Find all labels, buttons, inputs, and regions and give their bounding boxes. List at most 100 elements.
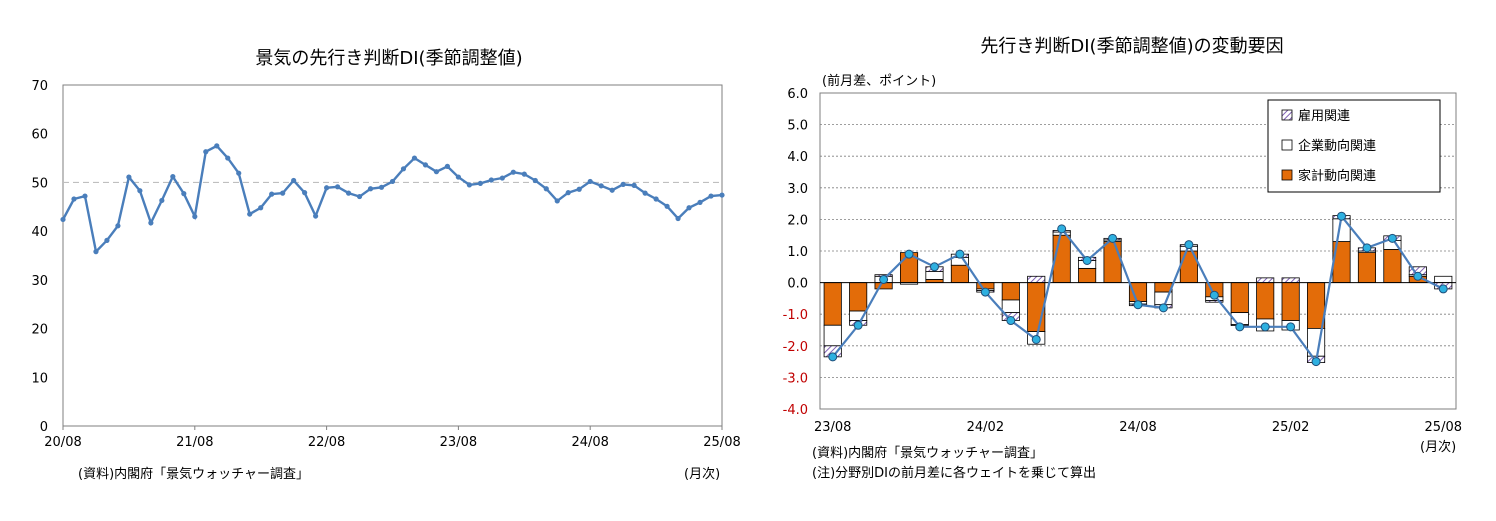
bar-segment [925,271,944,280]
right-total-point [1362,243,1372,253]
bar-segment [1205,300,1224,303]
bar-segment [1434,275,1453,283]
left-data-point [214,143,220,149]
right-y-tick-label: -3.0 [783,371,808,386]
left-data-point [378,184,385,190]
left-data-point [697,199,703,206]
right-source-note: (資料)内閣府「景気ウォッチャー調査」 [812,445,1043,461]
left-data-point [466,182,472,188]
left-data-point [115,223,121,229]
left-y-tick-label: 0 [40,420,48,435]
right-total-point [1387,233,1397,243]
left-data-point [280,190,286,196]
left-chart-title: 景気の先行き判断DI(季節調整値) [255,48,522,69]
right-y-axis: -4.0 -3.0 -2.0 -1.0 0.0 1.0 2.0 3.0 4.0 5.0 6.0 [783,87,808,418]
right-total-point [1082,255,1092,265]
right-total-point [879,274,889,284]
right-total-point [1438,284,1448,294]
bar-segment [849,282,868,312]
right-x-tick-label: 24/02 [967,420,1004,435]
left-data-point [269,191,275,197]
right-x-axis: 23/08 24/02 24/08 25/02 25/08 [814,420,1462,435]
bar-segment [1001,299,1020,314]
left-data-point [334,184,341,190]
right-total-point [1057,224,1067,234]
left-data-point [719,192,725,198]
left-data-point [104,237,110,243]
legend-label-corporate: 企業動向関連 [1298,138,1376,154]
left-data-point [60,216,66,223]
left-plot-area [62,84,723,427]
left-y-tick-label: 20 [31,323,48,338]
left-x-tick-label: 22/08 [308,435,345,450]
left-data-point [521,171,527,177]
right-total-point [853,320,863,330]
left-x-tick-label: 25/08 [703,435,740,450]
right-total-point [1158,303,1168,313]
left-y-tick-label: 10 [31,371,48,386]
right-y-tick-label: 5.0 [787,119,808,134]
left-data-point [422,162,429,168]
bar-segment [1383,249,1402,283]
right-y-tick-label: 6.0 [787,87,808,102]
right-total-point [929,262,939,272]
left-data-point [181,191,187,197]
left-y-tick-label: 60 [31,128,48,143]
left-data-point [400,166,407,172]
right-total-point [828,352,838,362]
right-total-point [904,249,914,259]
left-data-point [302,190,308,196]
right-total-point [1260,322,1270,332]
right-total-point [1311,357,1321,367]
left-data-point [192,213,198,220]
left-data-point [247,211,253,217]
left-data-point [631,182,637,188]
legend-swatch-corporate [1281,139,1293,151]
left-data-point [532,177,538,184]
right-x-tick-label: 25/02 [1272,420,1309,435]
legend-swatch-household [1281,169,1293,181]
left-data-point [565,190,571,196]
left-unit-note: (月次) [684,466,720,482]
left-data-point [675,215,681,222]
left-series-markers [60,143,725,255]
right-total-point [980,287,990,297]
right-unit-note: (月次) [1420,439,1456,455]
left-data-point [126,174,132,180]
left-data-point [543,186,549,192]
left-data-point [653,196,659,202]
right-y-tick-label: -2.0 [783,340,808,355]
bar-segment [1256,277,1275,283]
bar-segment [1281,282,1300,321]
left-data-point [488,177,494,183]
left-data-point [137,188,143,194]
right-chart-title: 先行き判断DI(季節調整値)の変動要因 [980,36,1283,57]
bar-segment [1256,282,1275,320]
left-data-point [148,220,154,226]
left-data-point [642,190,648,196]
left-source-note: (資料)内閣府「景気ウォッチャー調査」 [78,466,309,482]
right-legend: 雇用関連 企業動向関連 家計動向関連 [1267,99,1441,193]
right-total-point [1413,271,1423,281]
left-data-point [499,175,505,181]
left-data-point [71,196,77,202]
right-total-point [1108,233,1118,243]
left-data-point [455,174,461,180]
right-y-tick-label: 1.0 [787,245,808,260]
left-x-tick-label: 23/08 [440,435,477,450]
right-total-point [1006,316,1016,326]
left-y-tick-label: 70 [31,79,48,94]
left-x-tick-label: 21/08 [176,435,213,450]
right-x-tick-label: 25/08 [1425,420,1462,435]
left-x-axis: 20/08 21/08 22/08 23/08 24/08 25/08 [44,426,741,450]
bar-segment [823,282,842,326]
right-y-tick-label: 2.0 [787,213,808,228]
right-y-tick-label: 4.0 [787,150,808,165]
left-data-point [356,193,363,200]
legend-box [1267,99,1441,193]
left-data-point [609,187,615,193]
left-data-point [576,186,582,192]
left-data-point [225,155,231,161]
